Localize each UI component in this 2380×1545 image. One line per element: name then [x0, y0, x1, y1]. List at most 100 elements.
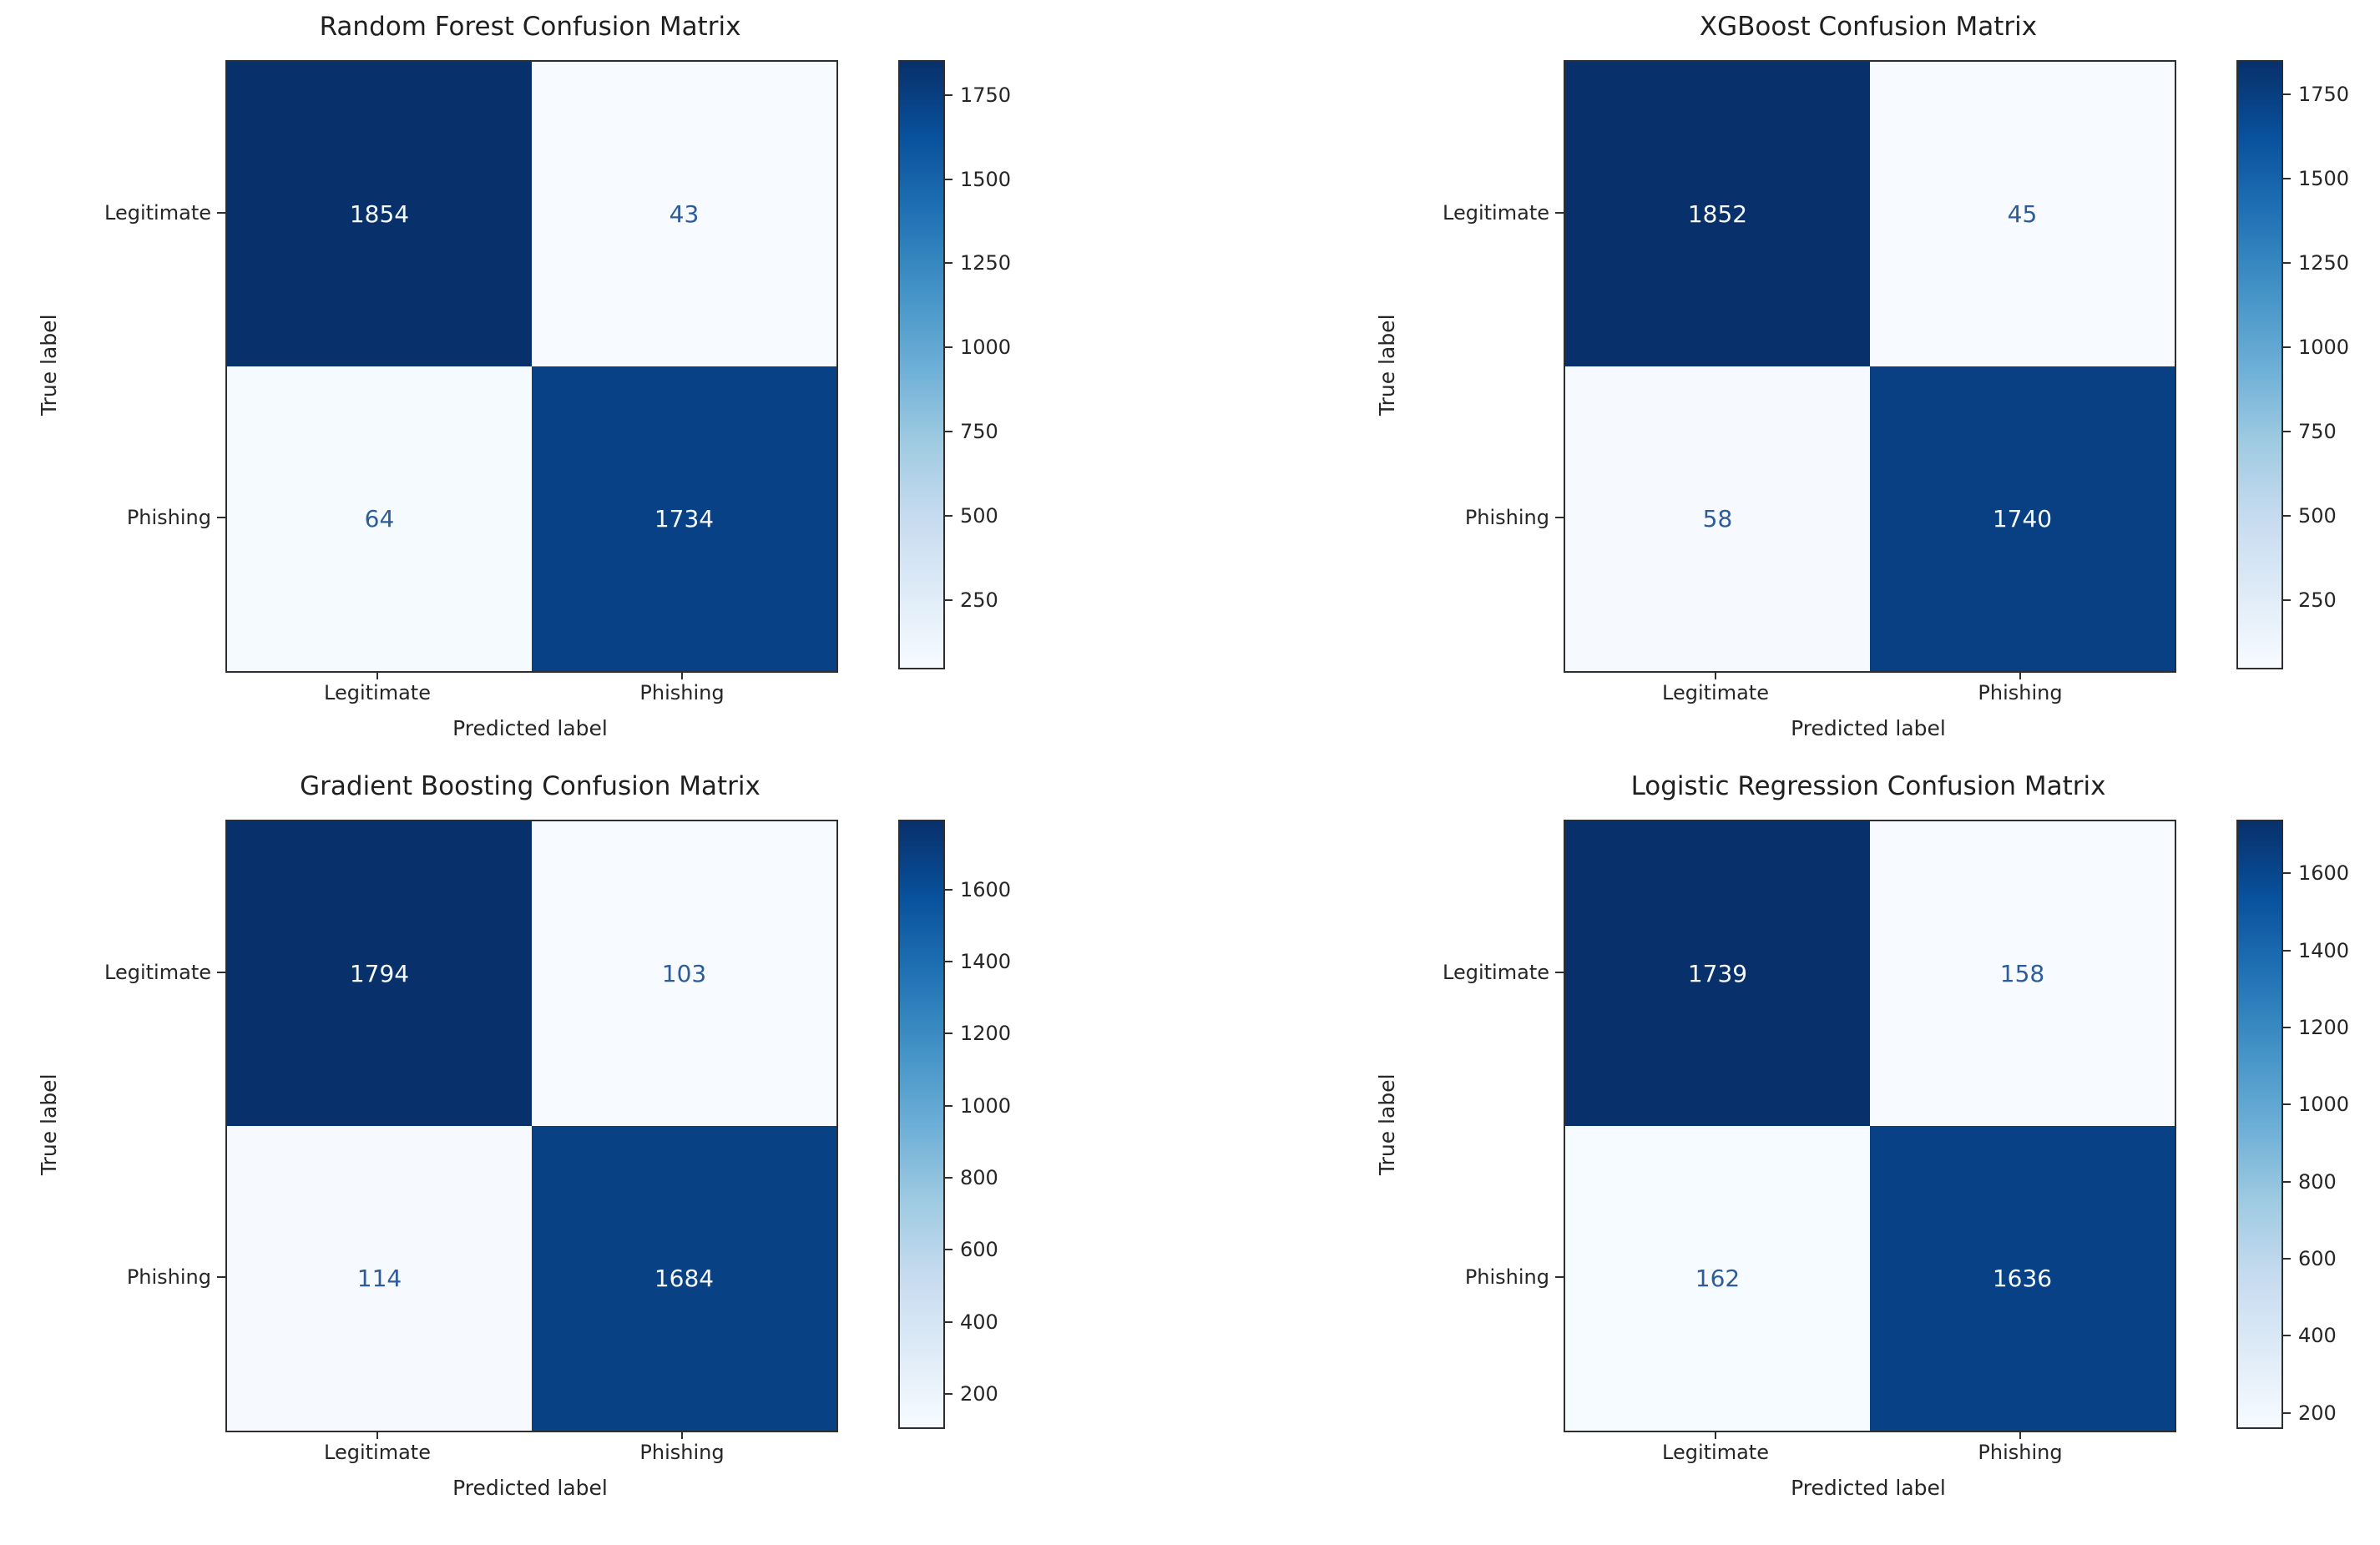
- x-tick-label-phishing: Phishing: [639, 681, 725, 704]
- colorbar-tick-mark: [945, 93, 953, 96]
- colorbar-tick-label: 1000: [960, 1093, 1012, 1118]
- x-tick-mark: [376, 1431, 378, 1439]
- y-tick-mark: [217, 517, 225, 518]
- colorbar-tick-mark: [2283, 1103, 2291, 1106]
- colorbar-tick: 1200: [2283, 1016, 2349, 1039]
- colorbar-ticks: 250 500 750 1000 1250 1500 1750: [945, 60, 1079, 669]
- chart-gradient-boosting-confusion-matrix: Gradient Boosting Confusion Matrix True …: [25, 766, 1077, 1517]
- matrix-cell-1-1: 1740: [1870, 366, 2175, 671]
- colorbar-tick-mark: [945, 1249, 953, 1251]
- y-axis-label: True label: [37, 314, 61, 416]
- y-tick-mark: [217, 972, 225, 973]
- matrix-cell-1-0: 64: [227, 366, 532, 671]
- y-tick-label: Phishing: [1464, 506, 1549, 529]
- chart-title: Random Forest Confusion Matrix: [319, 12, 741, 42]
- matrix-cell-1-1: 1636: [1870, 1126, 2175, 1431]
- colorbar-tick-mark: [2283, 1335, 2291, 1337]
- y-tick-label: Legitimate: [104, 201, 211, 225]
- y-tick-mark: [1555, 972, 1564, 973]
- colorbar-tick-label: 1600: [960, 877, 1012, 901]
- colorbar-tick-label: 1500: [2298, 167, 2350, 191]
- x-tick-label-legitimate: Legitimate: [1662, 1441, 1769, 1464]
- colorbar-tick-mark: [2283, 949, 2291, 952]
- colorbar-tick: 1750: [2283, 83, 2349, 106]
- colorbar-tick: 1000: [945, 336, 1011, 359]
- colorbar-tick: 800: [945, 1166, 998, 1189]
- matrix-cell-1-1: 1684: [532, 1126, 836, 1431]
- chart-title: Gradient Boosting Confusion Matrix: [300, 771, 760, 801]
- matrix-cell-1-0: 114: [227, 1126, 532, 1431]
- y-tick-legitimate: Legitimate: [25, 960, 225, 985]
- colorbar-tick-mark: [2283, 346, 2291, 349]
- x-tick-mark: [681, 671, 683, 679]
- chart-title: Logistic Regression Confusion Matrix: [1630, 771, 2106, 801]
- matrix-cell-1-0: 162: [1565, 1126, 1870, 1431]
- colorbar-tick-label: 1000: [2298, 1093, 2350, 1117]
- y-tick-phishing: Phishing: [25, 505, 225, 530]
- matrix-cell-0-0: 1854: [227, 62, 532, 366]
- colorbar-tick-mark: [2283, 93, 2291, 96]
- colorbar-tick-label: 250: [960, 588, 998, 612]
- colorbar-tick: 1200: [945, 1022, 1011, 1045]
- colorbar-tick-label: 1600: [2298, 861, 2350, 886]
- x-axis-label: Predicted label: [1791, 716, 1946, 740]
- colorbar: [898, 820, 945, 1429]
- y-tick-mark: [217, 1276, 225, 1278]
- colorbar-tick-mark: [2283, 431, 2291, 433]
- colorbar-tick-label: 1750: [2298, 83, 2350, 107]
- colorbar-tick: 1250: [2283, 251, 2349, 275]
- colorbar-tick-mark: [2283, 1180, 2291, 1183]
- y-tick-legitimate: Legitimate: [1363, 200, 1564, 225]
- matrix-cell-0-1: 158: [1870, 821, 2175, 1126]
- colorbar-tick: 1500: [2283, 167, 2349, 190]
- colorbar-tick-label: 600: [2298, 1246, 2337, 1270]
- colorbar-gradient: [2238, 821, 2281, 1427]
- y-tick-mark: [1555, 212, 1564, 214]
- y-tick-label: Legitimate: [1443, 201, 1549, 225]
- colorbar-gradient: [900, 821, 943, 1427]
- colorbar-tick-label: 250: [2298, 588, 2337, 613]
- y-tick-legitimate: Legitimate: [1363, 960, 1564, 985]
- matrix-cell-1-1: 1734: [532, 366, 836, 671]
- x-tick-label-phishing: Phishing: [1978, 1441, 2063, 1464]
- matrix-cell-0-1: 103: [532, 821, 836, 1126]
- y-tick-legitimate: Legitimate: [25, 200, 225, 225]
- colorbar-tick-label: 1000: [2298, 336, 2350, 360]
- heatmap-plot: 1739 158 162 1636: [1564, 820, 2176, 1432]
- colorbar-tick-label: 600: [960, 1238, 998, 1262]
- colorbar-tick-label: 800: [2298, 1169, 2337, 1194]
- colorbar-tick: 1400: [945, 950, 1011, 973]
- colorbar-tick-label: 750: [2298, 420, 2337, 444]
- matrix-cell-0-0: 1852: [1565, 62, 1870, 366]
- colorbar-tick-label: 200: [2298, 1401, 2337, 1425]
- y-tick-mark: [1555, 1276, 1564, 1278]
- colorbar-gradient: [2238, 62, 2281, 668]
- y-tick-label: Phishing: [1464, 1265, 1549, 1289]
- x-tick-mark: [376, 671, 378, 679]
- x-tick-mark: [2019, 1431, 2021, 1439]
- matrix-cell-0-0: 1739: [1565, 821, 1870, 1126]
- colorbar-tick: 1000: [2283, 336, 2349, 359]
- colorbar-tick-mark: [2283, 178, 2291, 180]
- colorbar-tick-label: 1400: [2298, 938, 2350, 962]
- y-tick-label: Phishing: [126, 506, 211, 529]
- colorbar-tick-label: 1400: [960, 950, 1012, 974]
- colorbar-gradient: [900, 62, 943, 668]
- colorbar-tick: 400: [2283, 1324, 2337, 1347]
- colorbar-tick-mark: [2283, 515, 2291, 518]
- colorbar-tick: 1600: [945, 878, 1011, 901]
- x-tick-mark: [1715, 1431, 1716, 1439]
- colorbar-tick-mark: [945, 178, 953, 180]
- colorbar-tick: 1750: [945, 83, 1011, 107]
- colorbar-ticks: 200 400 600 800 1000 1200 1400 1600: [945, 820, 1079, 1429]
- y-tick-label: Legitimate: [104, 961, 211, 984]
- colorbar-tick: 500: [2283, 504, 2337, 528]
- colorbar-tick-label: 800: [960, 1166, 998, 1190]
- colorbar-tick-mark: [2283, 1026, 2291, 1028]
- colorbar-tick-mark: [945, 1393, 953, 1396]
- colorbar-tick: 500: [945, 504, 998, 528]
- colorbar-tick-label: 1250: [960, 251, 1012, 275]
- colorbar-tick-mark: [945, 346, 953, 349]
- colorbar-tick: 750: [945, 420, 998, 443]
